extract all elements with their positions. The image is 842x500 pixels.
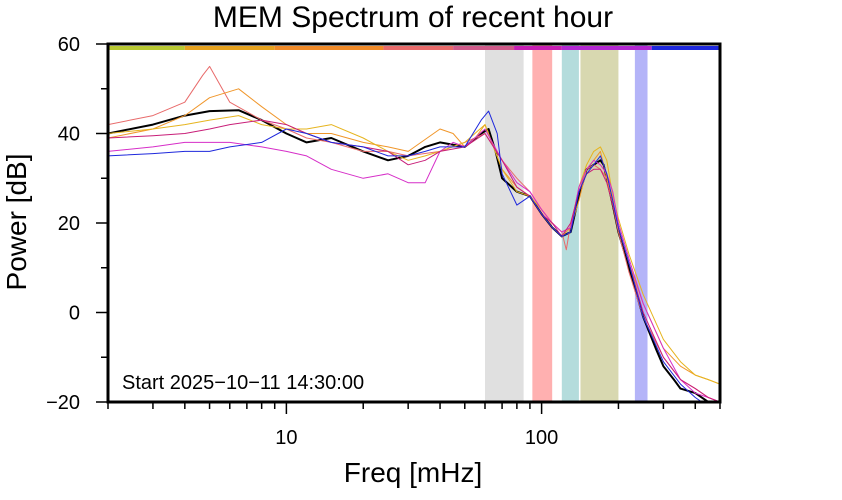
frequency-bands bbox=[484, 44, 648, 402]
top-bar-segment bbox=[651, 46, 720, 50]
series-lines bbox=[108, 65, 720, 402]
y-tick-label: −20 bbox=[46, 392, 80, 414]
series-line bbox=[108, 128, 720, 402]
x-tick-label: 100 bbox=[525, 427, 558, 449]
y-tick-label: 20 bbox=[58, 213, 80, 235]
top-bar-segment bbox=[274, 46, 384, 50]
freq-band bbox=[484, 44, 524, 402]
top-bar-segment bbox=[453, 46, 515, 50]
x-axis-label: Freq [mHz] bbox=[344, 457, 482, 488]
x-tick-label: 10 bbox=[275, 427, 297, 449]
series-line bbox=[108, 88, 720, 385]
series-line bbox=[108, 110, 703, 402]
top-bar-segment bbox=[514, 46, 562, 50]
chart-title: MEM Spectrum of recent hour bbox=[213, 1, 613, 34]
top-bar-segment bbox=[108, 46, 185, 50]
plot-frame bbox=[106, 42, 722, 404]
axes: 10 100 −20 0 20 40 60 bbox=[46, 34, 721, 449]
start-annotation: Start 2025−10−11 14:30:00 bbox=[122, 372, 364, 394]
y-tick-label: 40 bbox=[58, 124, 80, 146]
y-axis-label: Power [dB] bbox=[1, 154, 32, 291]
top-bar-segment bbox=[184, 46, 275, 50]
series-line bbox=[108, 65, 720, 402]
top-bar-segment bbox=[383, 46, 454, 50]
y-tick-label: 60 bbox=[58, 34, 80, 56]
series-line bbox=[108, 115, 720, 385]
top-bar-segment bbox=[561, 46, 652, 50]
freq-band bbox=[634, 44, 648, 402]
y-tick-label: 0 bbox=[69, 303, 80, 325]
freq-band bbox=[532, 44, 553, 402]
top-color-bar bbox=[108, 46, 720, 50]
freq-band bbox=[580, 44, 619, 402]
